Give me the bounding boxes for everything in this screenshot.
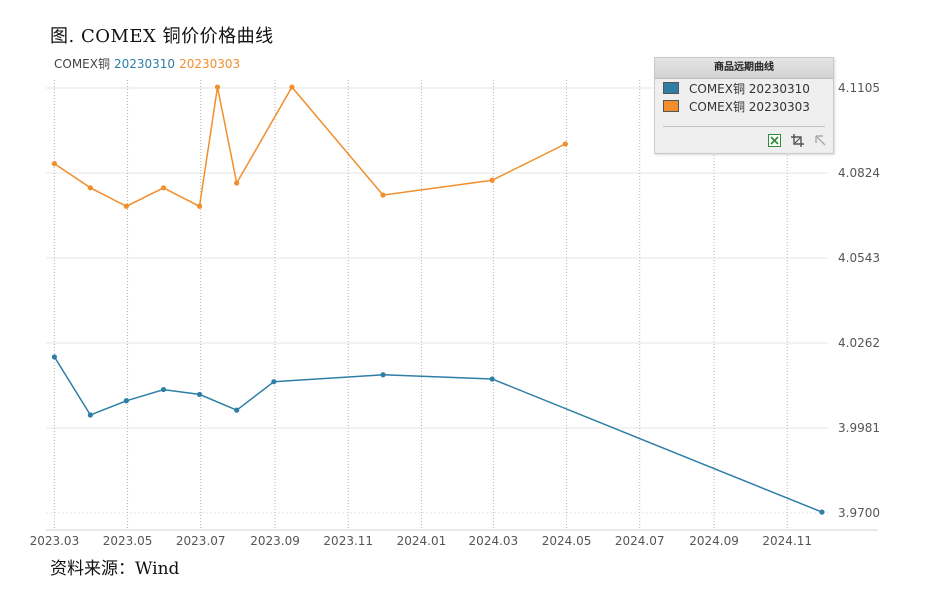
legend-swatch-series-2 — [663, 100, 679, 112]
data-point-series-2 — [51, 161, 57, 167]
data-point-series-2 — [289, 84, 295, 90]
x-tick-label: 2024.09 — [689, 534, 739, 548]
legend-item-series-2[interactable]: COMEX铜 20230303 — [663, 97, 833, 115]
x-tick-label: 2024.01 — [397, 534, 447, 548]
data-point-series-1 — [123, 398, 129, 404]
legend-tools — [768, 134, 827, 147]
data-point-series-1 — [819, 509, 825, 515]
series-header-code-1: 20230310 — [113, 57, 176, 71]
x-tick-label: 2024.05 — [542, 534, 592, 548]
data-point-series-2 — [214, 84, 221, 90]
series-line-2 — [53, 85, 566, 208]
data-point-series-1 — [489, 376, 495, 382]
data-point-series-1 — [87, 412, 93, 418]
legend-title: 商品远期曲线 — [655, 58, 833, 79]
crop-icon[interactable] — [791, 134, 804, 147]
source-note: 资料来源：Wind — [50, 559, 180, 579]
data-point-series-1 — [196, 391, 203, 398]
x-tick-label: 2024.11 — [762, 534, 812, 548]
data-point-series-2 — [489, 177, 495, 183]
data-point-series-2 — [380, 192, 386, 198]
data-point-series-2 — [562, 141, 568, 147]
legend-label-series-1: COMEX铜 20230310 — [689, 81, 810, 96]
x-tick-label: 2023.11 — [323, 534, 373, 548]
y-tick-label: 3.9981 — [838, 421, 880, 435]
data-point-series-2 — [196, 203, 203, 209]
series-header-code-2: 20230303 — [179, 57, 241, 71]
expand-icon[interactable] — [814, 134, 827, 147]
x-tick-label: 2023.03 — [30, 534, 80, 548]
y-tick-label: 3.9700 — [838, 506, 880, 520]
data-point-series-2 — [234, 180, 240, 186]
data-point-series-1 — [234, 407, 240, 413]
excel-export-icon[interactable] — [768, 134, 781, 147]
legend-swatch-series-1 — [663, 82, 679, 94]
legend-divider — [663, 126, 825, 127]
y-tick-label: 4.1105 — [838, 81, 880, 95]
data-point-series-2 — [87, 185, 93, 191]
data-point-series-2 — [160, 185, 167, 191]
x-tick-label: 2023.09 — [250, 534, 300, 548]
data-point-series-1 — [271, 379, 277, 385]
data-point-series-2 — [123, 203, 129, 209]
data-point-series-1 — [160, 386, 167, 393]
x-tick-label: 2024.03 — [469, 534, 519, 548]
y-tick-label: 4.0824 — [838, 166, 880, 180]
legend-item-series-1[interactable]: COMEX铜 20230310 — [663, 79, 833, 97]
x-tick-label: 2023.05 — [103, 534, 153, 548]
x-tick-label: 2024.07 — [615, 534, 665, 548]
y-tick-label: 4.0262 — [838, 336, 880, 350]
series-header-prefix: COMEX铜 — [54, 57, 110, 71]
figure-title: 图. COMEX 铜价价格曲线 — [50, 26, 274, 47]
series-line-1 — [53, 356, 823, 513]
legend-label-series-2: COMEX铜 20230303 — [689, 99, 810, 114]
data-point-series-1 — [51, 354, 57, 360]
legend-panel[interactable]: 商品远期曲线 COMEX铜 20230310 COMEX铜 20230303 — [654, 57, 834, 154]
data-point-series-1 — [380, 372, 386, 378]
x-tick-label: 2023.07 — [176, 534, 226, 548]
y-tick-label: 4.0543 — [838, 251, 880, 265]
series-header: COMEX铜 20230310 20230303 — [54, 55, 244, 72]
